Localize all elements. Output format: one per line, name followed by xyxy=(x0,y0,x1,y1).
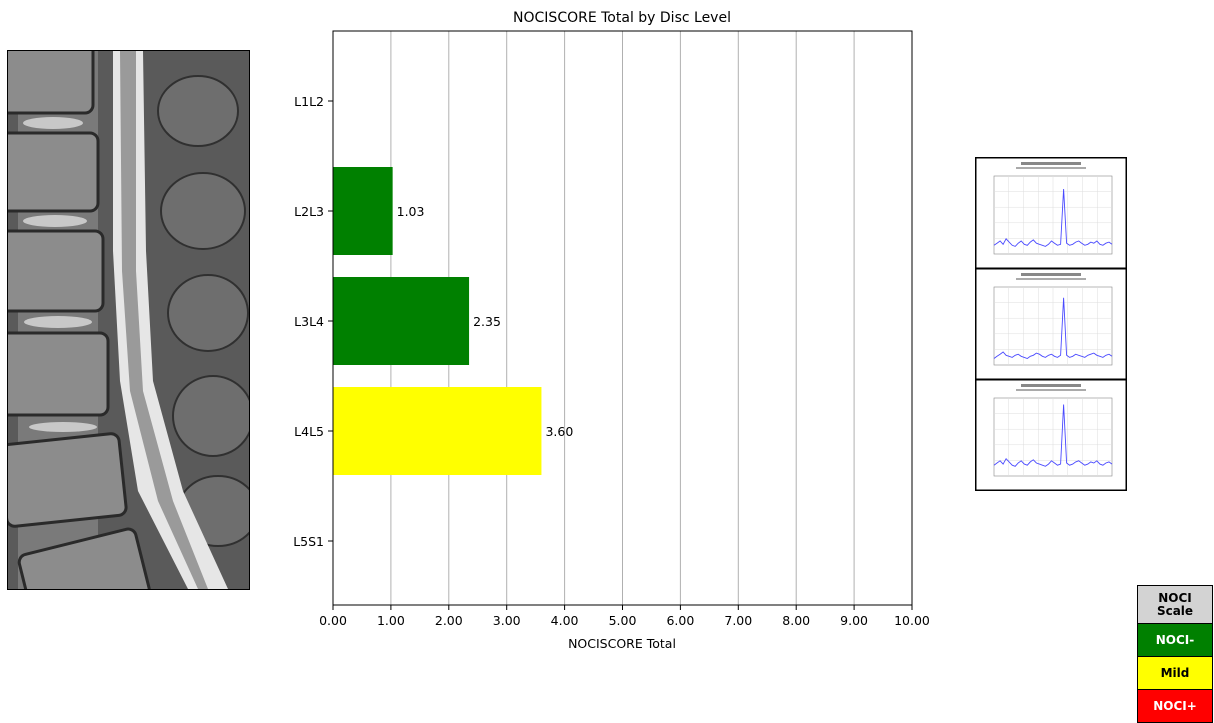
spectrum-caption-bar xyxy=(1016,389,1086,391)
spectrum-caption-bar xyxy=(1021,384,1081,387)
x-tick-label: 6.00 xyxy=(666,613,694,628)
legend-item-label: Mild xyxy=(1160,666,1190,680)
spectra-drawing xyxy=(975,157,1127,491)
value-label: 2.35 xyxy=(473,314,501,329)
spectrum-caption-bar xyxy=(1016,278,1086,280)
spectrum-line xyxy=(993,404,1113,467)
x-axis-ticks: 0.00 1.00 2.00 3.00 4.00 5.00 6.00 7.00 8.00 9.00… xyxy=(319,605,930,628)
legend-item-label: NOCI+ xyxy=(1153,699,1197,713)
x-tick-label: 9.00 xyxy=(840,613,868,628)
x-tick-label: 7.00 xyxy=(724,613,752,628)
legend-title-line1: NOCI xyxy=(1158,590,1192,605)
noci-scale-legend: NOCI Scale NOCI- Mild NOCI+ xyxy=(1137,585,1213,723)
bar-l4l5 xyxy=(333,387,542,475)
spectrum-line xyxy=(993,188,1113,247)
x-tick-label: 10.00 xyxy=(894,613,930,628)
legend-title-line2: Scale xyxy=(1156,603,1194,618)
chart-title: NOCISCORE Total by Disc Level xyxy=(513,10,731,26)
spectra-thumbnails-panel xyxy=(975,157,1127,491)
mri-sagittal-image xyxy=(7,50,250,590)
y-tick-label: L4L5 xyxy=(294,424,324,439)
legend-title: NOCI Scale xyxy=(1138,586,1212,624)
mri-drawing xyxy=(8,51,249,589)
legend-item-label: NOCI- xyxy=(1155,633,1195,647)
y-tick-label: L2L3 xyxy=(294,204,324,219)
value-label: 1.03 xyxy=(397,204,425,219)
y-tick-label: L3L4 xyxy=(294,314,324,329)
chart-bars xyxy=(333,167,542,475)
bar-l3l4 xyxy=(333,277,470,365)
value-labels: 1.03 2.35 3.60 xyxy=(397,204,574,439)
y-axis-ticks: L1L2 L2L3 L3L4 L4L5 L5S1 xyxy=(293,94,333,549)
x-tick-label: 4.00 xyxy=(551,613,579,628)
spectrum-caption-bar xyxy=(1021,162,1081,165)
legend-item-noci-positive: NOCI+ xyxy=(1138,690,1212,722)
x-tick-label: 8.00 xyxy=(782,613,810,628)
y-tick-label: L5S1 xyxy=(293,534,324,549)
spectrum-caption-bar xyxy=(1016,167,1086,169)
x-tick-label: 0.00 xyxy=(319,613,347,628)
spectrum-line xyxy=(993,297,1113,360)
value-label: 3.60 xyxy=(545,424,573,439)
legend-item-mild: Mild xyxy=(1138,657,1212,690)
bar-l2l3 xyxy=(333,167,393,255)
legend-item-noci-negative: NOCI- xyxy=(1138,624,1212,657)
x-axis-label: NOCISCORE Total xyxy=(568,636,676,651)
chart-gridlines xyxy=(390,31,855,605)
y-tick-label: L1L2 xyxy=(294,94,324,109)
x-tick-label: 5.00 xyxy=(609,613,637,628)
x-tick-label: 3.00 xyxy=(493,613,521,628)
x-tick-label: 1.00 xyxy=(377,613,405,628)
x-tick-label: 2.00 xyxy=(435,613,463,628)
spectrum-caption-bar xyxy=(1021,273,1081,276)
